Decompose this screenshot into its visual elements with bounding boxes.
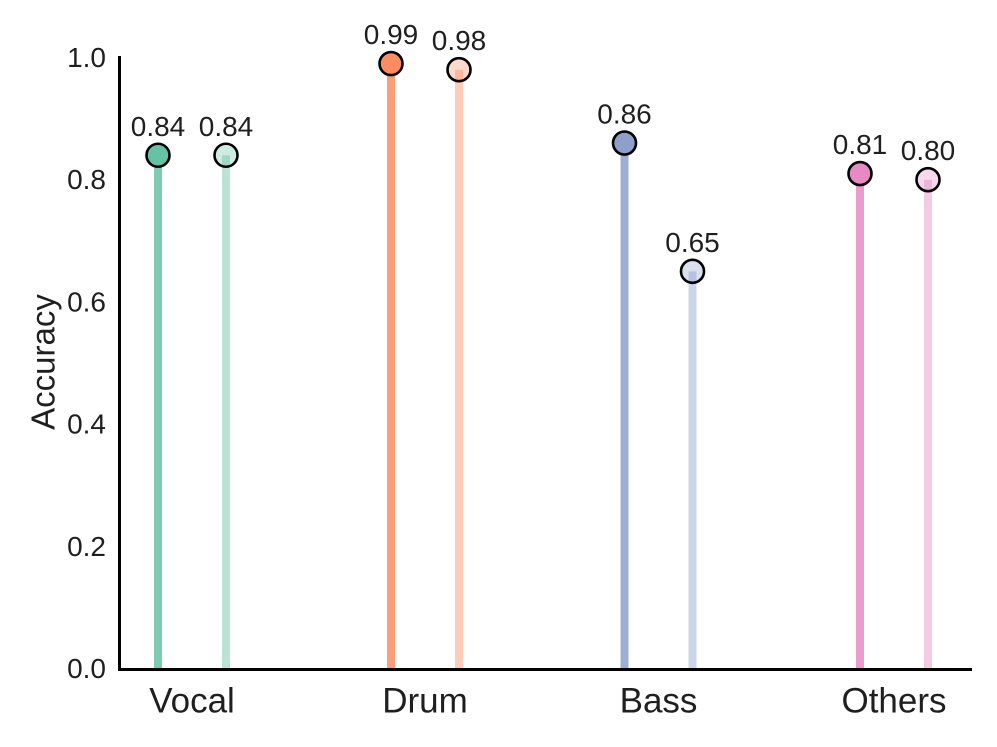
y-tick-label: 0.0 <box>67 653 106 684</box>
marker-vocal-dark <box>145 142 171 169</box>
y-tick-label: 0.4 <box>67 409 106 440</box>
value-label: 0.80 <box>901 135 956 166</box>
value-label: 0.81 <box>833 129 888 160</box>
marker-drum-dark <box>378 50 404 77</box>
value-label: 0.86 <box>597 99 652 130</box>
marker-vocal-light <box>213 142 239 169</box>
value-label: 0.84 <box>131 111 186 142</box>
value-label: 0.98 <box>432 25 487 56</box>
x-category-label-bass: Bass <box>620 682 698 721</box>
value-label: 0.99 <box>364 19 419 50</box>
y-tick-label: 0.6 <box>67 286 106 317</box>
marker-bass-dark <box>611 130 638 156</box>
y-tick-label: 0.8 <box>67 164 106 195</box>
marker-others-dark <box>847 160 873 187</box>
marker-others-light <box>915 166 941 193</box>
y-tick-label: 0.2 <box>67 531 106 562</box>
marker-drum-light <box>446 56 472 83</box>
x-category-label-others: Others <box>841 682 946 721</box>
value-label: 0.84 <box>199 111 254 142</box>
marker-bass-light <box>679 258 706 285</box>
y-tick-label: 1.0 <box>67 42 106 73</box>
x-category-label-vocal: Vocal <box>149 682 235 721</box>
value-label: 0.65 <box>665 227 720 258</box>
y-axis-label: Accuracy <box>25 294 62 430</box>
x-category-label-drum: Drum <box>382 682 468 721</box>
